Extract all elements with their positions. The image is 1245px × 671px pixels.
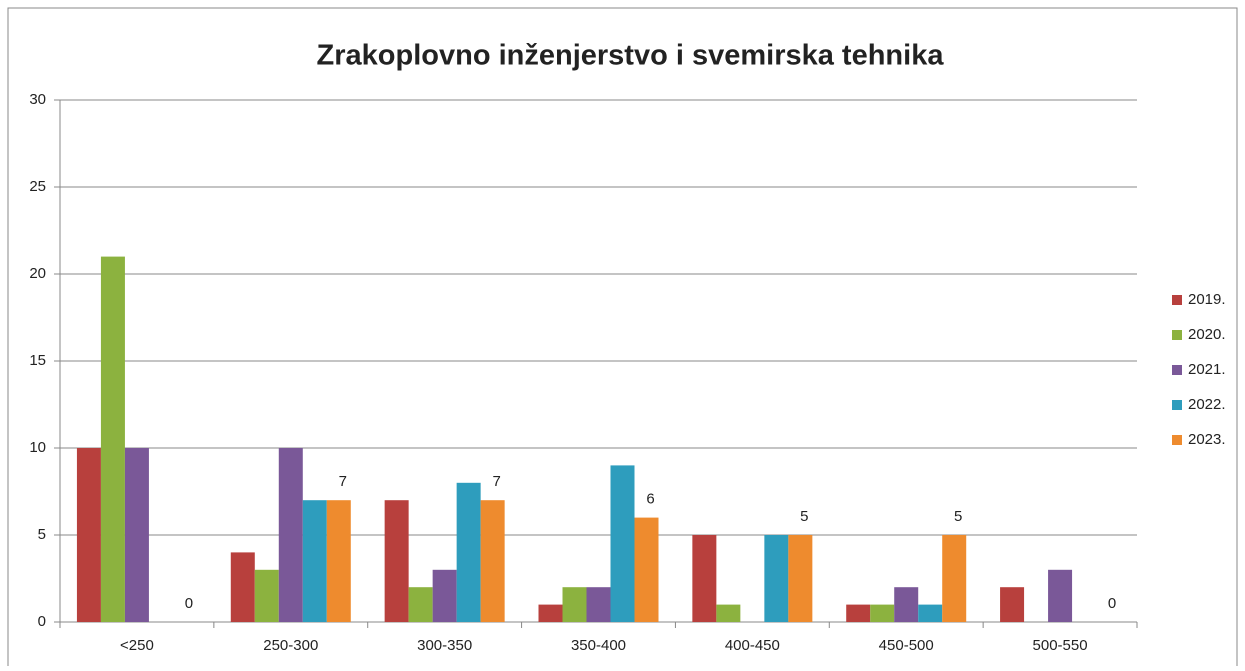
bar — [278, 448, 303, 622]
legend-swatch — [1172, 365, 1182, 375]
legend-swatch — [1172, 330, 1182, 340]
y-tick-label: 30 — [29, 91, 46, 108]
y-tick-label: 10 — [29, 439, 46, 456]
bar — [76, 448, 101, 622]
x-tick-label: 400-450 — [725, 637, 780, 654]
bar — [302, 500, 327, 622]
y-tick-label: 25 — [29, 178, 46, 195]
bar — [692, 535, 717, 622]
data-label: 0 — [1108, 595, 1116, 612]
data-label: 6 — [646, 491, 654, 508]
bar — [894, 587, 919, 622]
data-label: 0 — [185, 595, 193, 612]
bar — [230, 552, 255, 622]
bar — [918, 604, 943, 622]
y-tick-label: 20 — [29, 265, 46, 282]
x-tick-label: 450-500 — [879, 637, 934, 654]
bar — [408, 587, 433, 622]
bar — [432, 569, 457, 622]
bar — [846, 604, 871, 622]
bar — [254, 569, 279, 622]
bar — [870, 604, 895, 622]
x-tick-label: 350-400 — [571, 637, 626, 654]
bar — [1048, 569, 1073, 622]
legend-swatch — [1172, 295, 1182, 305]
x-tick-label: 250-300 — [263, 637, 318, 654]
bar — [384, 500, 409, 622]
legend-label: 2021. — [1188, 361, 1226, 378]
bar — [562, 587, 587, 622]
bar — [538, 604, 563, 622]
chart-title: Zrakoplovno inženjerstvo i svemirska teh… — [317, 40, 945, 72]
bar — [788, 535, 813, 622]
legend-label: 2022. — [1188, 396, 1226, 413]
y-tick-label: 15 — [29, 352, 46, 369]
bar — [942, 535, 967, 622]
bar — [456, 482, 481, 622]
bar — [764, 535, 789, 622]
data-label: 7 — [339, 473, 347, 490]
data-label: 7 — [492, 473, 500, 490]
y-tick-label: 0 — [38, 613, 46, 630]
bar — [610, 465, 635, 622]
bar — [326, 500, 351, 622]
bar — [480, 500, 505, 622]
legend-swatch — [1172, 400, 1182, 410]
legend-label: 2020. — [1188, 326, 1226, 343]
x-tick-label: <250 — [120, 637, 154, 654]
y-tick-label: 5 — [38, 526, 46, 543]
bar — [100, 256, 125, 622]
legend-swatch — [1172, 435, 1182, 445]
bar — [1000, 587, 1025, 622]
data-label: 5 — [800, 508, 808, 525]
legend-label: 2023. — [1188, 431, 1226, 448]
bar — [634, 517, 659, 622]
bar — [586, 587, 611, 622]
x-tick-label: 300-350 — [417, 637, 472, 654]
x-tick-label: 500-550 — [1033, 637, 1088, 654]
bar — [716, 604, 741, 622]
legend-label: 2019. — [1188, 291, 1226, 308]
bar — [124, 448, 149, 622]
data-label: 5 — [954, 508, 962, 525]
